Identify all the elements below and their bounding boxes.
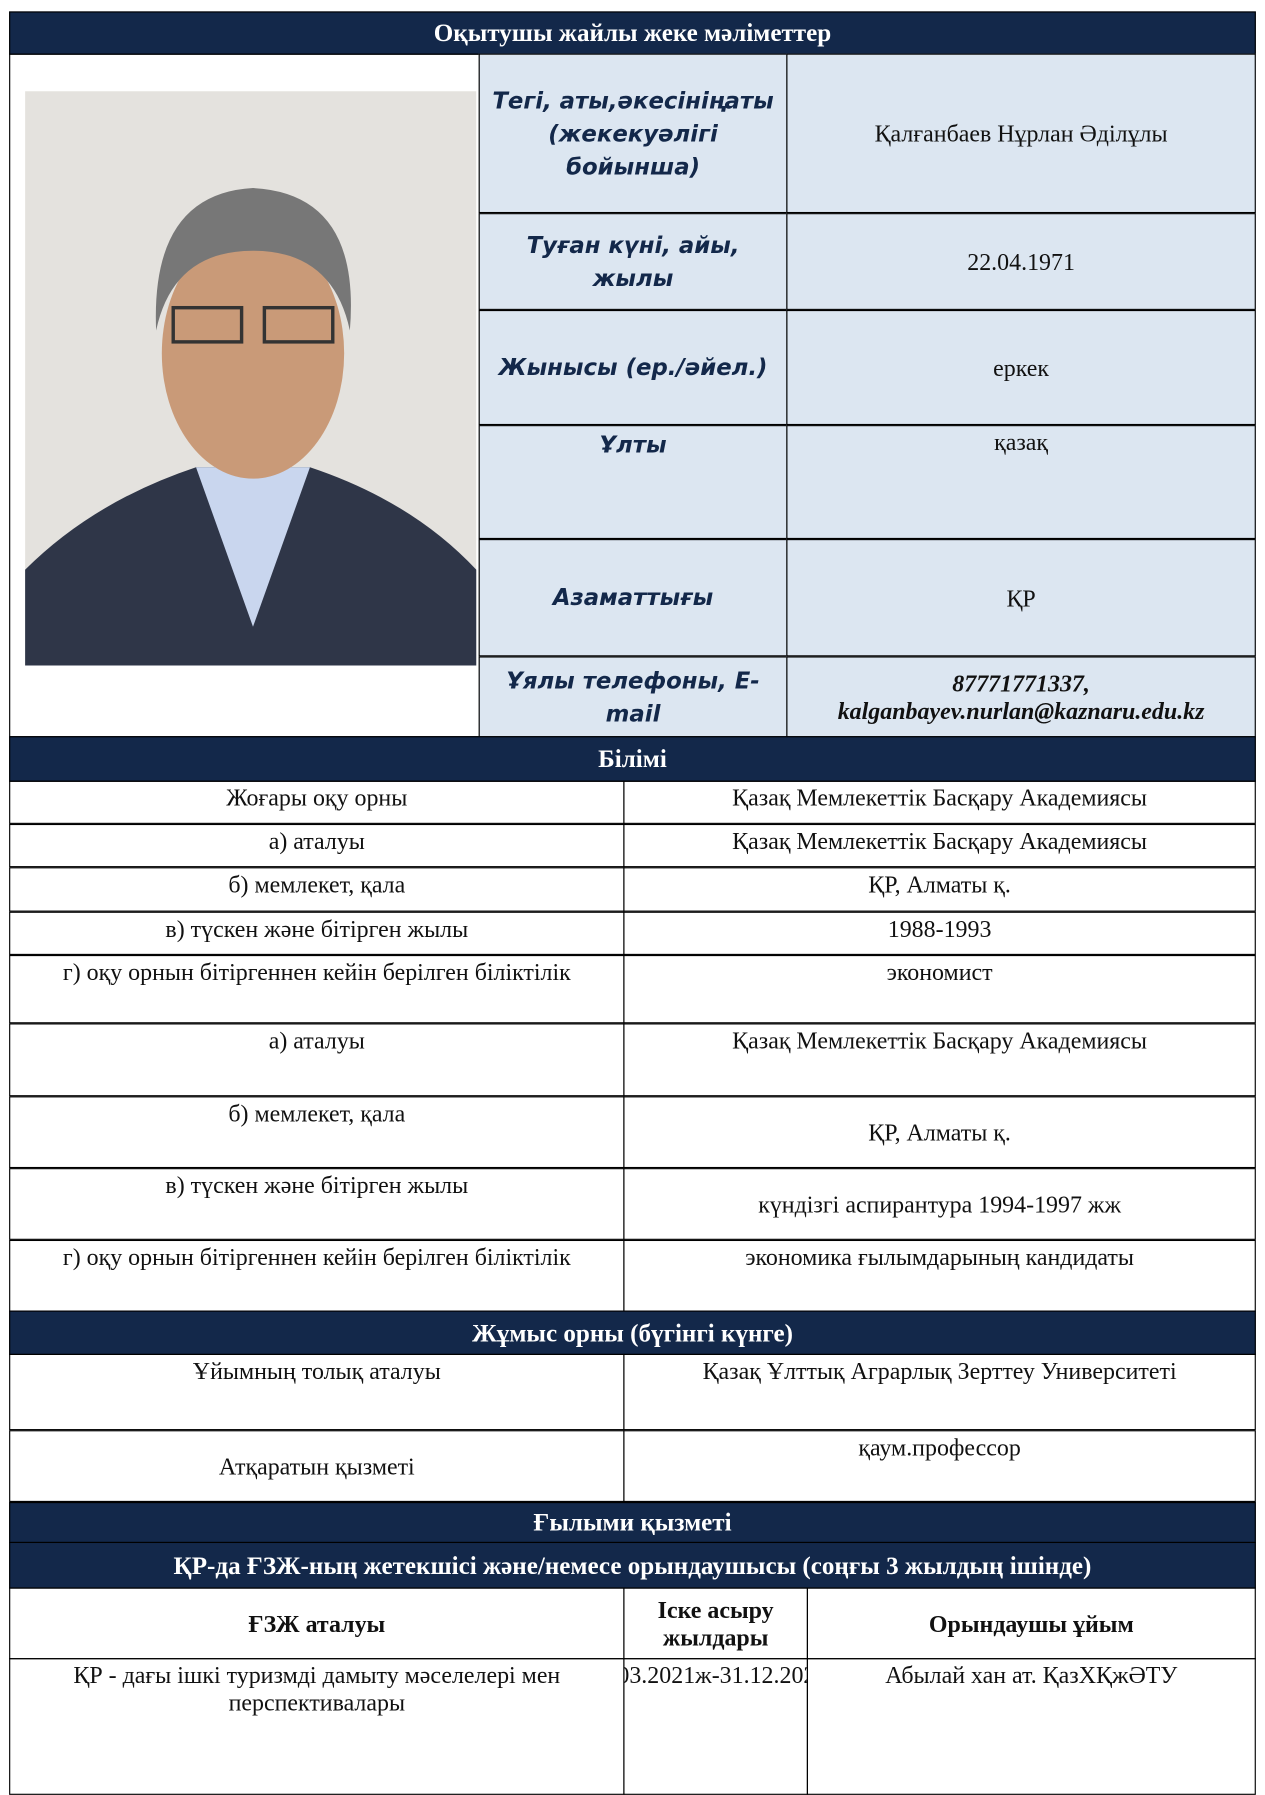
cell-text: Жынысы (ер./әйел.) [498, 353, 768, 381]
cell-text: Ғылыми қызметі [533, 1507, 732, 1537]
cell-text: күндізгі аспирантура 1994-1997 жж [758, 1190, 1122, 1218]
field-value: 87771771337, kalganbayev.nurlan@kaznaru.… [786, 656, 1256, 738]
table-cell: 01.03.2021ж-31.12.2023ж [623, 1658, 808, 1795]
row-value: ҚР, Алматы қ. [623, 1096, 1256, 1169]
row-label: б) мемлекет, қала [9, 1096, 625, 1169]
cell-text: Атқаратын қызметі [218, 1452, 415, 1480]
field-label: Ұлты [478, 425, 788, 540]
row-label: Ұйымның толық аталуы [9, 1353, 625, 1431]
cell-text: Ұйымның толық аталуы [192, 1357, 441, 1385]
field-label: Ұялы телефоны, E-mail [478, 656, 788, 738]
row-value: экономика ғылымдарының кандидаты [623, 1239, 1256, 1312]
row-value: қаум.профессор [623, 1430, 1256, 1502]
row-label: а) аталуы [9, 823, 625, 868]
field-value: ҚР [786, 539, 1256, 657]
row-label: б) мемлекет, қала [9, 867, 625, 912]
row-value: Қазақ Мемлекеттік Басқару Академиясы [623, 780, 1256, 824]
row-label: Жоғары оқу орны [9, 780, 625, 824]
cell-text: Ұлты [599, 430, 667, 459]
row-value: 1988-1993 [623, 911, 1256, 955]
photo-cell [9, 53, 480, 738]
cell-text: ҚР-да ҒЗЖ-ның жетекшісі және/немесе орын… [173, 1550, 1092, 1579]
row-value: экономист [623, 954, 1256, 1024]
cell-text: ҚР - дағы ішкі туризмді дамыту мәселелер… [73, 1661, 561, 1717]
cell-text: Қазақ Мемлекеттік Басқару Академиясы [732, 784, 1148, 812]
row-label: г) оқу орнын бітіргеннен кейін берілген … [9, 954, 625, 1024]
field-label: Азаматтығы [478, 539, 788, 657]
cell-text: 01.03.2021ж-31.12.2023ж [625, 1661, 807, 1689]
row-label: г) оқу орнын бітіргеннен кейін берілген … [9, 1239, 625, 1312]
cell-text: ҚР [1006, 584, 1036, 612]
table-cell: Абылай хан ат. ҚазХҚжӘТУ [806, 1658, 1256, 1795]
cell-text: б) мемлекет, қала [228, 1099, 406, 1128]
row-value: күндізгі аспирантура 1994-1997 жж [623, 1168, 1256, 1240]
cell-text: г) оқу орнын бітіргеннен кейін берілген … [62, 958, 571, 986]
cell-text: Іске асыру жылдары [657, 1596, 774, 1651]
cell-text: Ұялы телефоны, E-mail [506, 666, 760, 727]
cell-text: 87771771337, kalganbayev.nurlan@kaznaru.… [837, 669, 1205, 725]
cell-text: Білімі [598, 744, 667, 773]
column-header: Іске асыру жылдары [623, 1587, 808, 1660]
cell-text: Қалғанбаев Нұрлан Әділұлы [874, 119, 1168, 148]
field-value: 22.04.1971 [786, 213, 1256, 310]
cell-text: ҒЗЖ аталуы [248, 1609, 386, 1638]
cell-text: Оқытушы жайлы жеке мәліметтер [433, 18, 832, 47]
cell-text: Қазақ Мемлекеттік Басқару Академиясы [732, 827, 1148, 855]
cell-text: Қазақ Ұлттық Аграрлық Зерттеу Университе… [702, 1357, 1177, 1385]
cell-text: Жоғары оқу орны [226, 784, 408, 812]
cell-text: экономика ғылымдарының кандидаты [745, 1243, 1134, 1271]
column-header: Орындаушы ұйым [806, 1587, 1256, 1660]
field-label: Тегі, аты,әкесініңаты (жекекуәлігі бойын… [478, 53, 788, 214]
row-label: а) аталуы [9, 1023, 625, 1097]
row-label: в) түскен және бітірген жылы [9, 1168, 625, 1240]
section-header: Білімі [9, 736, 1256, 782]
cell-text: Қазақ Мемлекеттік Басқару Академиясы [732, 1026, 1148, 1055]
row-value: ҚР, Алматы қ. [623, 867, 1256, 912]
cell-text: ҚР, Алматы қ. [868, 1118, 1011, 1146]
cell-text: экономист [886, 958, 993, 986]
field-value: қазақ [786, 425, 1256, 540]
row-value: Қазақ Мемлекеттік Басқару Академиясы [623, 1023, 1256, 1097]
photo [25, 91, 477, 666]
field-label: Туған күні, айы, жылы [478, 213, 788, 310]
cell-text: Туған күні, айы, жылы [526, 230, 740, 292]
section-subheader: ҚР-да ҒЗЖ-ның жетекшісі және/немесе орын… [9, 1541, 1256, 1589]
cell-text: еркек [993, 353, 1050, 382]
cell-text: Абылай хан ат. ҚазХҚжӘТУ [885, 1661, 1178, 1689]
table-cell: ҚР - дағы ішкі туризмді дамыту мәселелер… [9, 1658, 625, 1795]
field-value: Қалғанбаев Нұрлан Әділұлы [786, 53, 1256, 214]
row-value: Қазақ Ұлттық Аграрлық Зерттеу Университе… [623, 1353, 1256, 1431]
cell-text: ҚР, Алматы қ. [868, 870, 1011, 899]
cell-text: Жұмыс орны (бүгінгі күнге) [472, 1317, 793, 1347]
cell-text: қаум.профессор [858, 1433, 1021, 1461]
cell-text: 1988-1993 [887, 915, 992, 943]
section-header: Жұмыс орны (бүгінгі күнге) [9, 1310, 1256, 1355]
section-header: Ғылыми қызметі [9, 1501, 1256, 1544]
cell-text: б) мемлекет, қала [228, 870, 406, 899]
row-value: Қазақ Мемлекеттік Басқару Академиясы [623, 823, 1256, 868]
cell-text: а) аталуы [268, 1026, 365, 1055]
cell-text: Азаматтығы [552, 583, 714, 611]
cell-text: г) оқу орнын бітіргеннен кейін берілген … [62, 1243, 571, 1271]
cell-text: в) түскен және бітірген жылы [165, 1171, 469, 1199]
cell-text: а) аталуы [268, 827, 365, 855]
column-header: ҒЗЖ аталуы [9, 1587, 625, 1660]
section-header: Оқытушы жайлы жеке мәліметтер [9, 11, 1256, 55]
row-label: Атқаратын қызметі [9, 1430, 625, 1502]
cell-text: Тегі, аты,әкесініңаты (жекекуәлігі бойын… [492, 86, 774, 180]
row-label: в) түскен және бітірген жылы [9, 911, 625, 955]
field-label: Жынысы (ер./әйел.) [478, 309, 788, 426]
cell-text: Орындаушы ұйым [928, 1609, 1134, 1638]
field-value: еркек [786, 309, 1256, 426]
cell-text: в) түскен және бітірген жылы [165, 915, 469, 943]
cell-text: қазақ [994, 428, 1049, 456]
cell-text: 22.04.1971 [967, 247, 1075, 276]
